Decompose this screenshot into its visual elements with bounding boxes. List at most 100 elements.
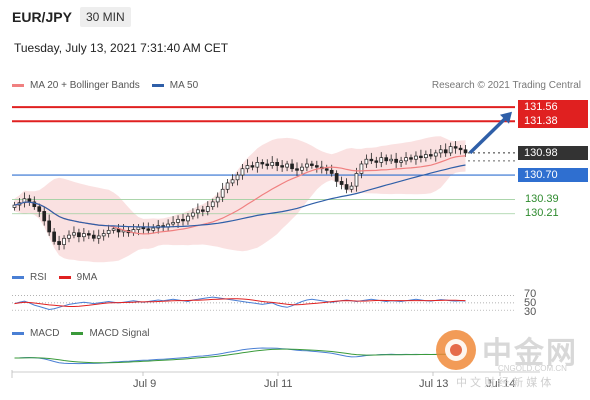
candlesticks (12, 141, 468, 251)
x-tick-jul14: Jul 14 (486, 378, 516, 390)
candle-body-4 (32, 201, 37, 208)
x-axis (11, 370, 540, 378)
candle-body-59 (305, 163, 309, 168)
resistance-1-label: 131.38 (518, 114, 588, 129)
candle-body-47 (245, 165, 250, 170)
candle-body-82 (419, 155, 423, 159)
legend-item-rsi: RSI (12, 272, 47, 283)
candle-body-79 (404, 157, 408, 162)
candle-body-38 (200, 209, 205, 212)
candle-body-64 (329, 169, 334, 174)
candle-body-85 (433, 152, 438, 157)
candle-body-17 (96, 235, 101, 239)
ma50-line (14, 164, 466, 228)
candle-body-75 (384, 157, 389, 162)
candle-body-35 (186, 215, 190, 222)
candle-body-70 (359, 163, 364, 174)
legend-label-9ma: 9MA (76, 272, 98, 283)
last-price-label: 130.98 (518, 145, 588, 160)
candle-body-13 (77, 232, 81, 238)
cngold-watermark: 中金网 CNGOLD.COM.CN 中 文 财 经 新 媒 体 (434, 326, 584, 390)
watermark-url: CNGOLD.COM.CN (498, 364, 567, 373)
candle-body-87 (443, 149, 448, 154)
legend-swatch-macd-signal (71, 332, 84, 335)
candle-body-41 (215, 196, 220, 203)
candle-body-84 (428, 154, 433, 157)
candle-body-9 (57, 241, 61, 245)
research-credit: Research © 2021 Trading Central (431, 80, 581, 91)
legend-item-ma50: MA 50 (151, 80, 199, 91)
candle-body-67 (344, 184, 349, 190)
candle-body-80 (409, 157, 413, 160)
timeframe-badge[interactable]: 30 MIN (80, 7, 131, 27)
candle-body-53 (275, 162, 280, 166)
candle-body-83 (424, 154, 428, 159)
candle-body-16 (91, 234, 96, 239)
candle-body-54 (280, 165, 284, 168)
candle-body-52 (270, 162, 275, 166)
candle-body-60 (310, 163, 314, 166)
rsi-level-50: 50 (524, 297, 537, 309)
candle-body-42 (220, 188, 225, 198)
support-1-label: 130.39 (525, 192, 559, 205)
support-2-label: 130.21 (525, 206, 559, 219)
candle-body-56 (290, 163, 294, 170)
candle-body-19 (106, 230, 111, 234)
legend-item-9ma: 9MA (58, 272, 98, 283)
candle-body-12 (72, 232, 76, 236)
chart-header: EUR/JPY 30 MIN (0, 0, 590, 36)
legend-item-ma20: MA 20 + Bollinger Bands (12, 80, 140, 91)
candle-body-49 (255, 162, 260, 168)
arrow-head-icon (500, 111, 512, 124)
candle-body-43 (225, 182, 230, 190)
rsi-ma-line (14, 298, 466, 307)
chart-datetime: Tuesday, July 13, 2021 7:31:40 AM CET (14, 41, 229, 55)
candle-body-14 (82, 233, 86, 238)
candle-body-39 (205, 206, 210, 212)
rsi-panel (12, 295, 515, 311)
macd-legend: MACD MACD Signal (12, 328, 161, 339)
legend-swatch-9ma (58, 276, 71, 279)
resistance-2-label: 131.56 (518, 100, 588, 115)
candle-body-46 (240, 168, 245, 176)
candle-body-6 (42, 211, 47, 222)
rsi-level-30: 30 (524, 306, 537, 318)
legend-label-ma50: MA 50 (169, 80, 199, 91)
candle-body-40 (210, 201, 215, 208)
candle-body-55 (285, 163, 289, 168)
legend-label-ma20: MA 20 + Bollinger Bands (30, 80, 140, 91)
candle-body-28 (151, 227, 156, 231)
candle-body-36 (191, 212, 195, 217)
candle-body-0 (12, 204, 17, 208)
candle-body-66 (339, 181, 344, 185)
candle-body-71 (364, 158, 369, 165)
candle-body-65 (334, 173, 339, 182)
candle-body-63 (324, 168, 329, 171)
candle-body-20 (111, 228, 116, 231)
candle-body-91 (463, 149, 468, 154)
candle-body-78 (399, 160, 403, 163)
candle-body-58 (300, 166, 304, 171)
candle-body-89 (453, 146, 458, 149)
candle-body-88 (448, 146, 453, 154)
main-legend: MA 20 + Bollinger Bands MA 50 (12, 80, 210, 91)
candle-body-48 (250, 165, 255, 168)
currency-pair: EUR/JPY (12, 9, 72, 25)
x-tick-jul9: Jul 9 (133, 378, 157, 390)
candle-body-81 (414, 155, 418, 160)
macd-line (14, 347, 466, 365)
candle-body-10 (62, 237, 66, 245)
candle-body-72 (369, 158, 374, 162)
candle-body-15 (86, 233, 91, 236)
rsi-legend: RSI 9MA (12, 272, 109, 283)
price-level-lines (12, 106, 515, 215)
watermark-name: 中金网 (482, 337, 578, 370)
target-arrow (468, 111, 512, 155)
moving-averages (14, 155, 466, 235)
candle-body-57 (295, 168, 299, 171)
candle-body-74 (379, 157, 384, 163)
legend-swatch-macd (12, 332, 24, 335)
candle-body-3 (27, 198, 32, 203)
macd-signal-line (14, 348, 466, 364)
candle-body-32 (171, 222, 175, 225)
